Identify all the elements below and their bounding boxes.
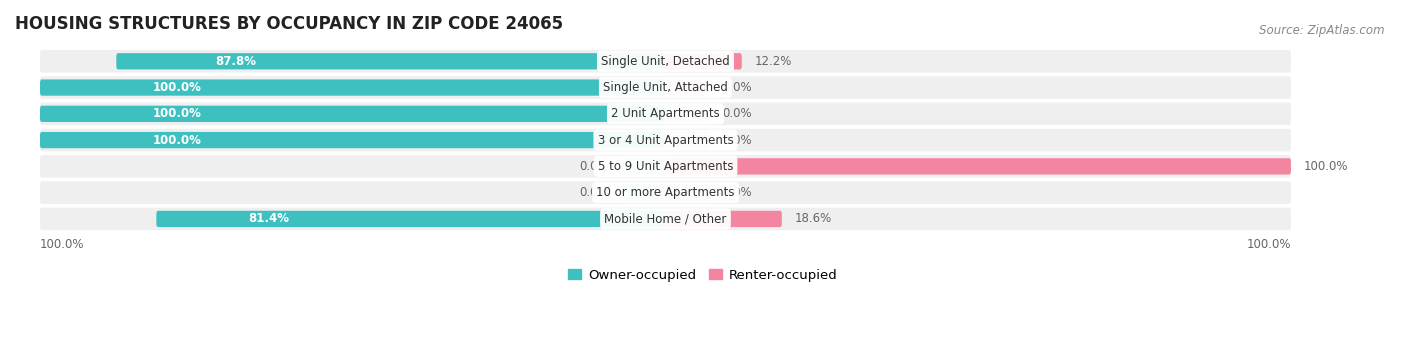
Legend: Owner-occupied, Renter-occupied: Owner-occupied, Renter-occupied xyxy=(562,263,844,287)
Text: 100.0%: 100.0% xyxy=(153,81,201,94)
Text: 18.6%: 18.6% xyxy=(794,212,831,225)
FancyBboxPatch shape xyxy=(117,53,665,70)
Text: Source: ZipAtlas.com: Source: ZipAtlas.com xyxy=(1260,24,1385,37)
FancyBboxPatch shape xyxy=(621,184,665,201)
Text: 87.8%: 87.8% xyxy=(215,55,256,68)
Text: 100.0%: 100.0% xyxy=(153,107,201,120)
FancyBboxPatch shape xyxy=(39,103,1291,125)
Text: 81.4%: 81.4% xyxy=(247,212,290,225)
Text: 0.0%: 0.0% xyxy=(721,81,751,94)
FancyBboxPatch shape xyxy=(621,158,665,175)
Text: 0.0%: 0.0% xyxy=(579,186,609,199)
Text: Single Unit, Detached: Single Unit, Detached xyxy=(602,55,730,68)
FancyBboxPatch shape xyxy=(665,184,709,201)
FancyBboxPatch shape xyxy=(39,79,665,96)
Text: 2 Unit Apartments: 2 Unit Apartments xyxy=(612,107,720,120)
Text: 0.0%: 0.0% xyxy=(721,134,751,147)
FancyBboxPatch shape xyxy=(39,132,665,148)
FancyBboxPatch shape xyxy=(39,106,665,122)
FancyBboxPatch shape xyxy=(665,158,1291,175)
Text: 3 or 4 Unit Apartments: 3 or 4 Unit Apartments xyxy=(598,134,734,147)
FancyBboxPatch shape xyxy=(39,181,1291,204)
FancyBboxPatch shape xyxy=(39,76,1291,99)
Text: 100.0%: 100.0% xyxy=(1247,238,1291,251)
FancyBboxPatch shape xyxy=(665,79,709,96)
Text: 0.0%: 0.0% xyxy=(721,186,751,199)
Text: 10 or more Apartments: 10 or more Apartments xyxy=(596,186,735,199)
FancyBboxPatch shape xyxy=(156,211,665,227)
Text: Mobile Home / Other: Mobile Home / Other xyxy=(605,212,727,225)
FancyBboxPatch shape xyxy=(665,106,709,122)
Text: 100.0%: 100.0% xyxy=(153,134,201,147)
Text: 100.0%: 100.0% xyxy=(39,238,84,251)
Text: Single Unit, Attached: Single Unit, Attached xyxy=(603,81,728,94)
Text: 5 to 9 Unit Apartments: 5 to 9 Unit Apartments xyxy=(598,160,733,173)
FancyBboxPatch shape xyxy=(39,129,1291,151)
Text: 12.2%: 12.2% xyxy=(754,55,792,68)
Text: 100.0%: 100.0% xyxy=(1303,160,1348,173)
FancyBboxPatch shape xyxy=(39,50,1291,73)
FancyBboxPatch shape xyxy=(665,132,709,148)
FancyBboxPatch shape xyxy=(665,211,782,227)
Text: HOUSING STRUCTURES BY OCCUPANCY IN ZIP CODE 24065: HOUSING STRUCTURES BY OCCUPANCY IN ZIP C… xyxy=(15,15,564,33)
FancyBboxPatch shape xyxy=(665,53,742,70)
Text: 0.0%: 0.0% xyxy=(579,160,609,173)
FancyBboxPatch shape xyxy=(39,155,1291,178)
Text: 0.0%: 0.0% xyxy=(721,107,751,120)
FancyBboxPatch shape xyxy=(39,208,1291,230)
